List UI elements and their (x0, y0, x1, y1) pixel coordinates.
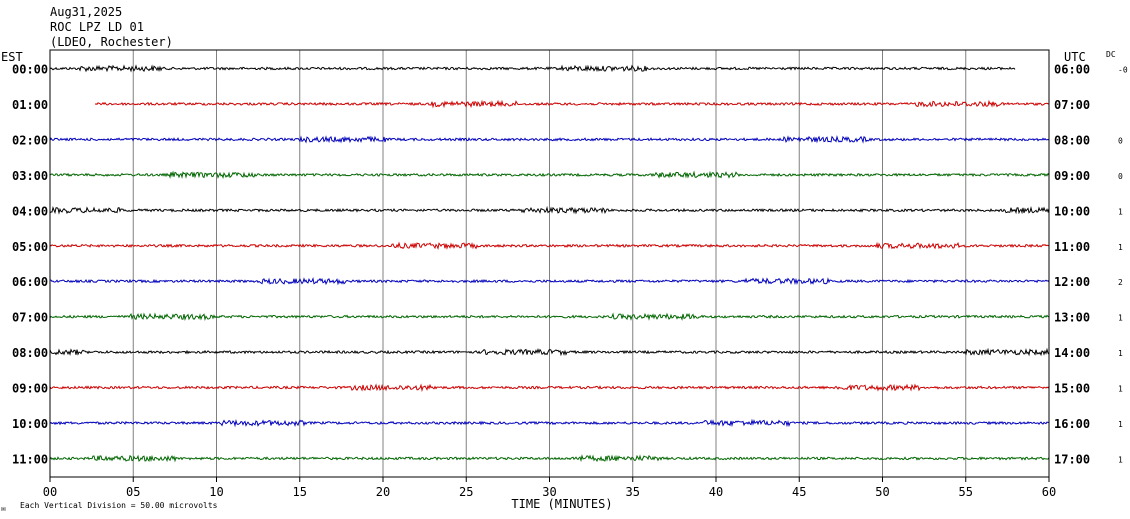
logo-mark: ✉ (1, 504, 6, 513)
trace-row-3 (49, 170, 1050, 180)
right-time-label: 11:00 (1054, 240, 1090, 254)
right-time-label: 10:00 (1054, 204, 1090, 218)
right-zone-label: UTC (1064, 50, 1086, 64)
dc-value-label: 1 (1118, 243, 1123, 252)
trace-row-0 (49, 64, 1016, 73)
x-tick-label-35: 35 (626, 485, 640, 499)
header-network: (LDEO, Rochester) (50, 35, 173, 49)
x-tick-label-55: 55 (959, 485, 973, 499)
dc-value-label: 1 (1118, 455, 1123, 464)
header-station: ROC LPZ LD 01 (50, 20, 144, 34)
dc-value-label: 2 (1118, 278, 1123, 287)
left-time-label: 08:00 (12, 346, 48, 360)
seismic-traces (49, 64, 1050, 463)
dc-value-label: 0 (1118, 172, 1123, 181)
x-tick-label-10: 10 (209, 485, 223, 499)
left-time-label: 11:00 (12, 452, 48, 466)
right-time-label: 07:00 (1054, 98, 1090, 112)
trace-row-1 (94, 99, 1050, 109)
x-tick-labels: 00 05 10 15 20 25 30 35 40 45 50 55 60 (43, 477, 1056, 499)
dc-value-labels: -0 0 0 1 1 2 1 1 1 1 1 (1118, 66, 1128, 465)
trace-row-5 (49, 241, 1050, 250)
x-axis-label: TIME (MINUTES) (511, 497, 612, 511)
scale-note: Each Vertical Division = 50.00 microvolt… (20, 501, 218, 510)
right-time-label: 13:00 (1054, 311, 1090, 325)
right-time-label: 17:00 (1054, 452, 1090, 466)
left-time-label: 01:00 (12, 98, 48, 112)
dc-value-label: 1 (1118, 349, 1123, 358)
left-time-label: 03:00 (12, 169, 48, 183)
grid-lines (132, 50, 967, 477)
left-time-label: 06:00 (12, 275, 48, 289)
x-tick-label-05: 05 (126, 485, 140, 499)
x-tick-label-00: 00 (43, 485, 57, 499)
right-time-label: 09:00 (1054, 169, 1090, 183)
x-tick-label-45: 45 (792, 485, 806, 499)
right-time-label: 08:00 (1054, 133, 1090, 147)
dc-label: DC (1106, 50, 1116, 59)
left-time-label: 07:00 (12, 311, 48, 325)
right-time-label: 12:00 (1054, 275, 1090, 289)
right-time-label: 15:00 (1054, 382, 1090, 396)
dc-value-label: 0 (1118, 136, 1123, 145)
right-time-label: 16:00 (1054, 417, 1090, 431)
left-time-label: 05:00 (12, 240, 48, 254)
dc-value-label: 1 (1118, 207, 1123, 216)
trace-row-2 (49, 134, 1050, 144)
x-tick-label-30: 30 (542, 485, 556, 499)
left-time-labels: 00:00 01:00 02:00 03:00 04:00 05:00 06:00 07:00… (12, 63, 48, 467)
x-tick-label-60: 60 (1042, 485, 1056, 499)
dc-value-label: 1 (1118, 385, 1123, 394)
x-tick-label-50: 50 (875, 485, 889, 499)
x-tick-label-20: 20 (376, 485, 390, 499)
trace-row-4 (49, 205, 1050, 215)
left-time-label: 09:00 (12, 382, 48, 396)
dc-value-label: -0 (1118, 66, 1128, 75)
x-tick-label-25: 25 (459, 485, 473, 499)
left-time-label: 10:00 (12, 417, 48, 431)
trace-row-7 (49, 312, 1050, 322)
right-time-label: 14:00 (1054, 346, 1090, 360)
trace-row-9 (49, 383, 1050, 393)
dc-value-label: 1 (1118, 314, 1123, 323)
left-zone-label: EST (1, 50, 23, 64)
header-date: Aug31,2025 (50, 5, 122, 19)
left-time-label: 02:00 (12, 133, 48, 147)
dc-value-label: 1 (1118, 420, 1123, 429)
trace-row-6 (49, 277, 1050, 286)
x-tick-label-40: 40 (709, 485, 723, 499)
trace-row-11 (49, 454, 1050, 463)
x-tick-label-15: 15 (293, 485, 307, 499)
left-time-label: 04:00 (12, 204, 48, 218)
right-time-label: 06:00 (1054, 63, 1090, 77)
trace-row-10 (49, 418, 1050, 428)
trace-row-8 (49, 347, 1050, 357)
left-time-label: 00:00 (12, 63, 48, 77)
right-time-labels: 06:00 07:00 08:00 09:00 10:00 11:00 12:00 13:00… (1054, 63, 1090, 467)
